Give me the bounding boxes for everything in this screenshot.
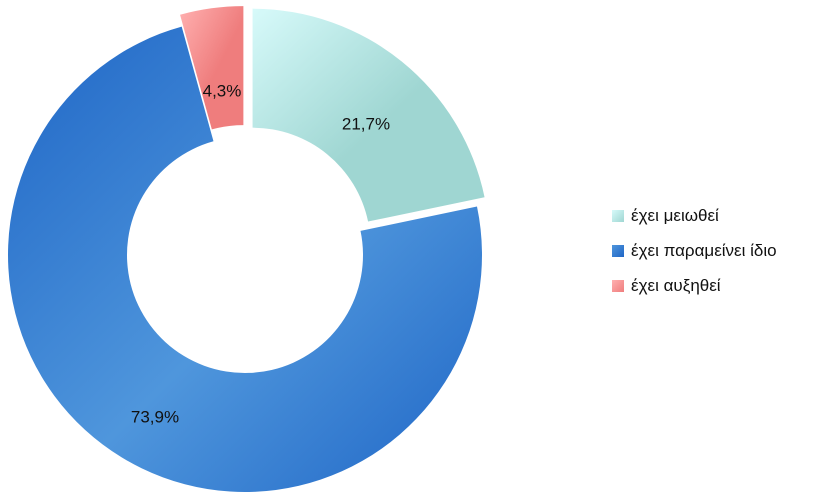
legend-item-unchanged: έχει παραμείνει ίδιο [612,240,777,262]
data-label-unchanged: 73,9% [131,407,179,426]
legend-swatch [612,210,624,222]
legend: έχει μειωθεί έχει παραμείνει ίδιο έχει αυξ… [612,205,777,310]
legend-swatch [612,245,624,257]
legend-label: έχει αυξηθεί [631,276,721,295]
legend-item-increased: έχει αυξηθεί [612,275,777,297]
legend-label: έχει μειωθεί [631,206,719,225]
slice-increased [180,6,244,130]
slice-decreased [252,8,485,222]
legend-swatch [612,280,624,292]
legend-item-decreased: έχει μειωθεί [612,205,777,227]
data-label-decreased: 21,7% [342,114,390,133]
legend-label: έχει παραμείνει ίδιο [631,241,777,260]
slice-unchanged [7,26,483,493]
data-label-increased: 4,3% [203,81,242,100]
